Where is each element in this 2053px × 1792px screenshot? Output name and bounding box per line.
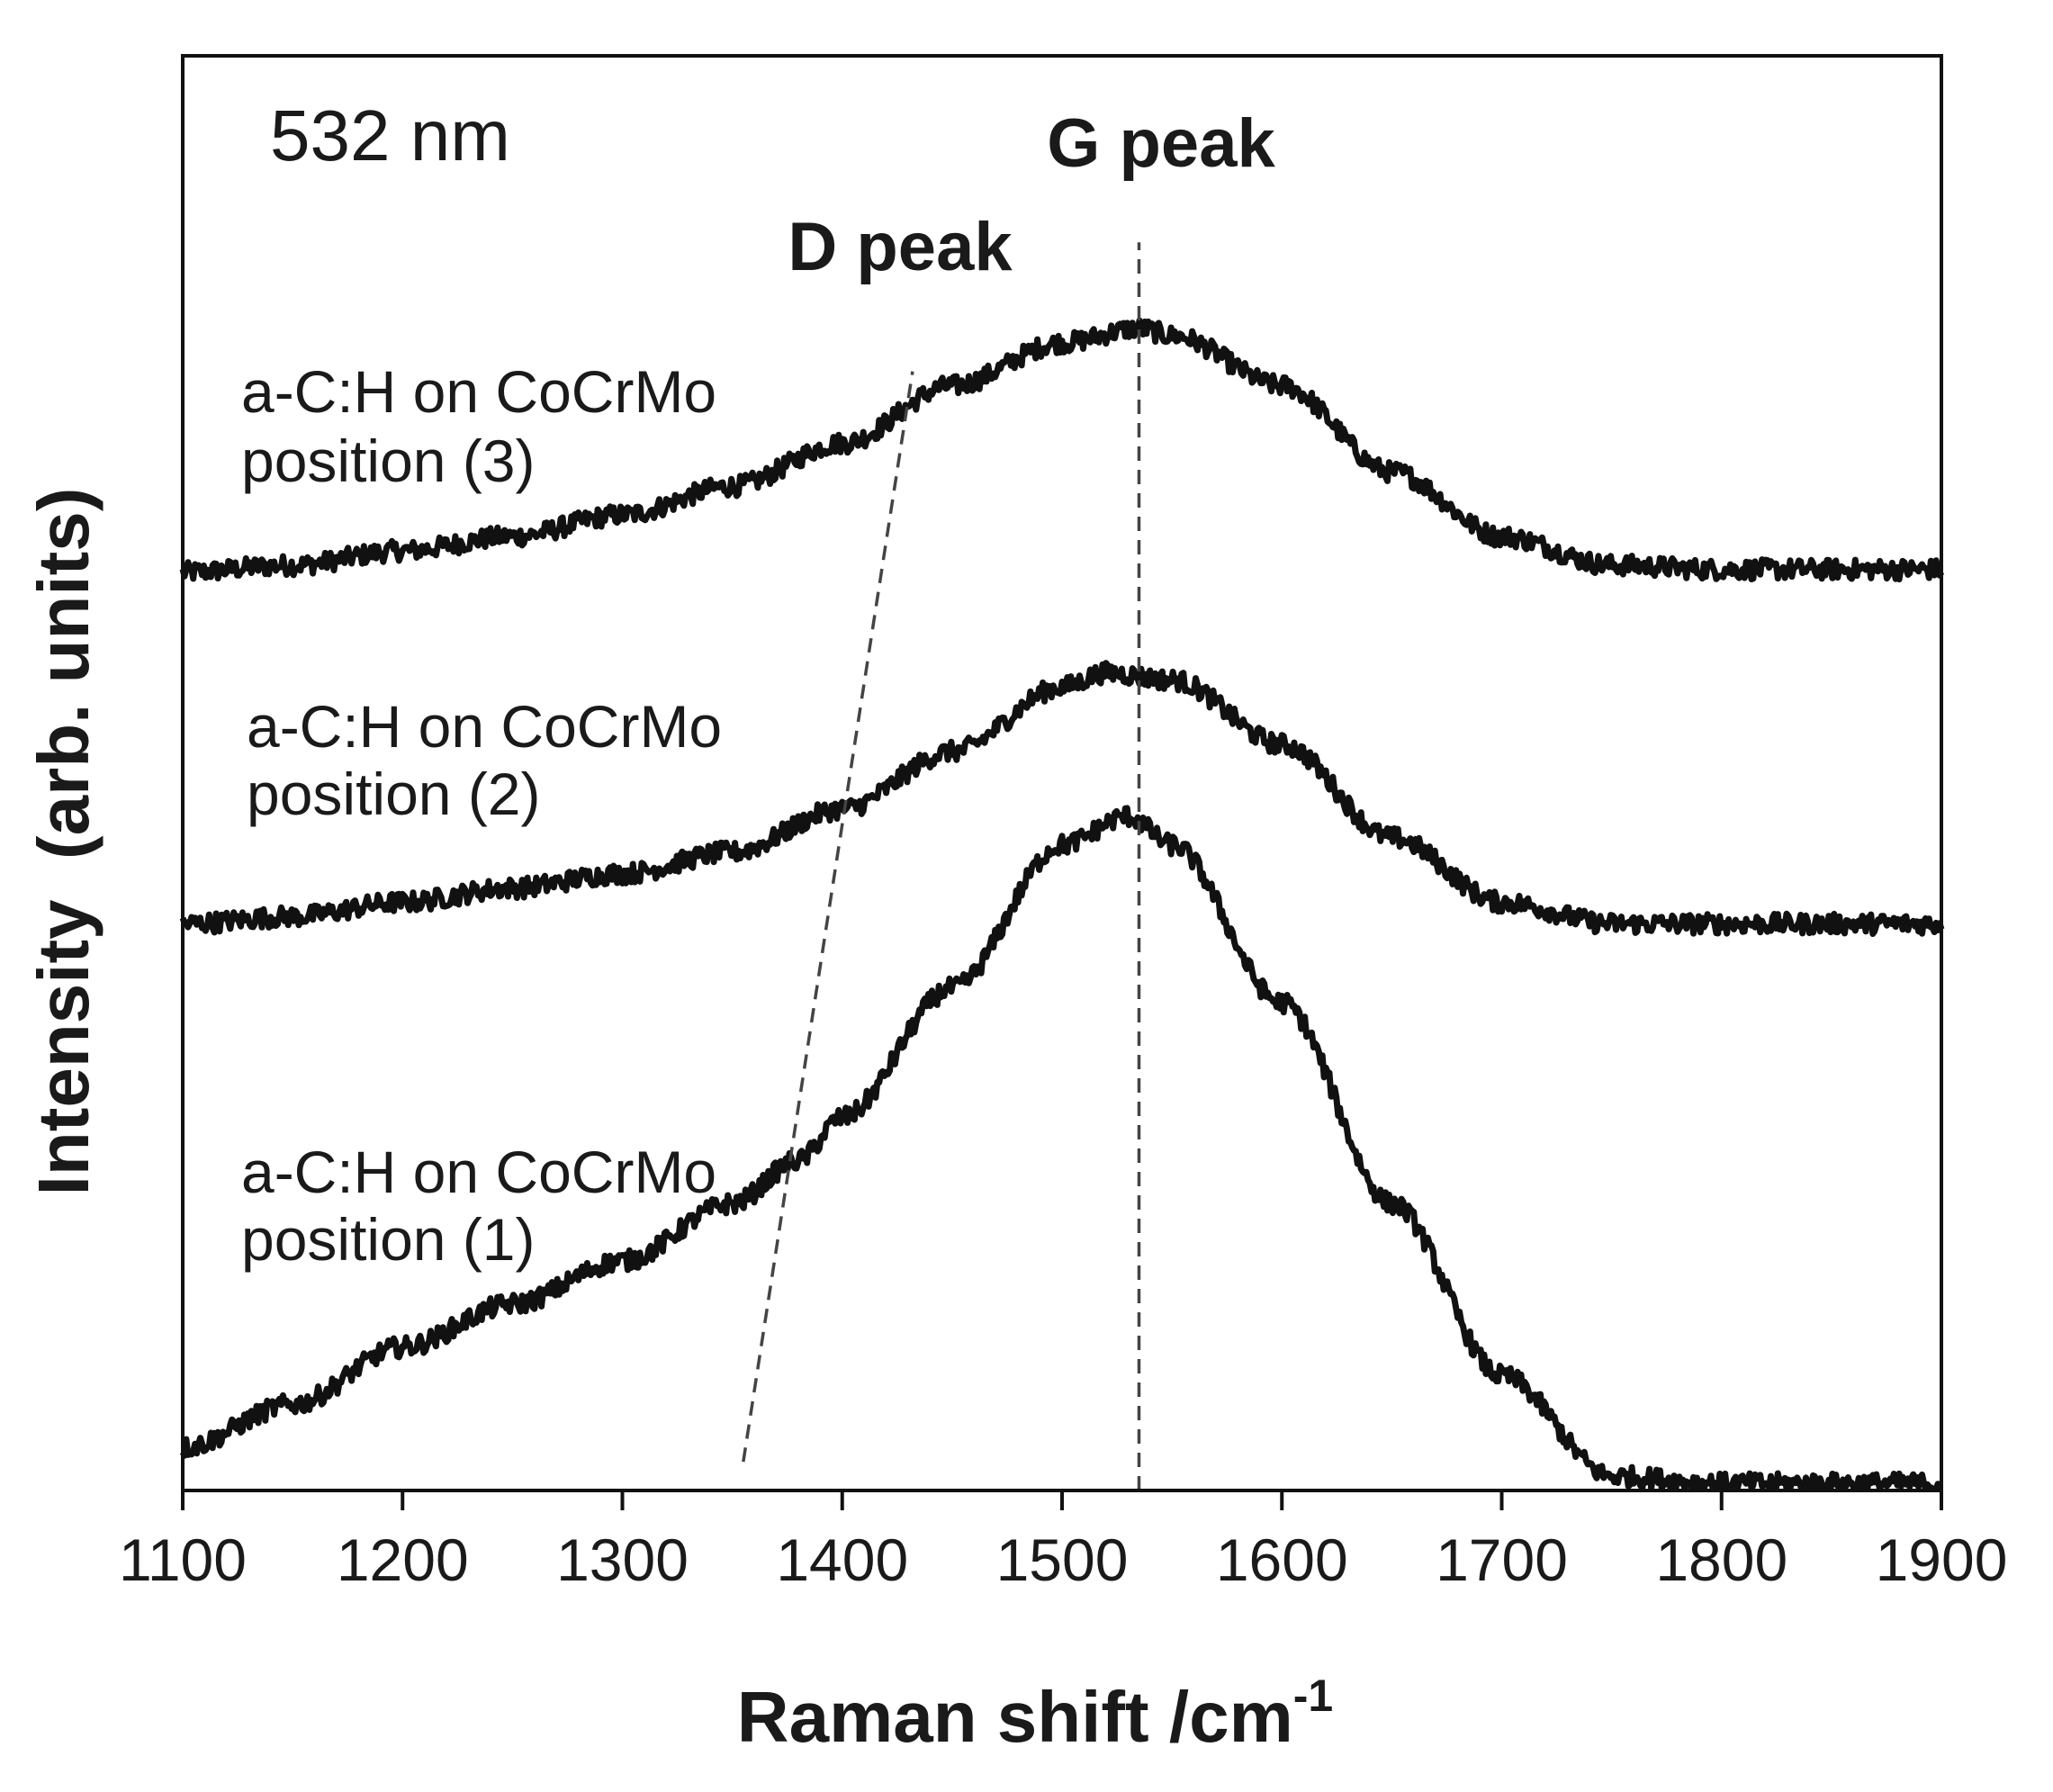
x-tick-label-1900: 1900 bbox=[1876, 1526, 2008, 1593]
x-tick-label-1200: 1200 bbox=[337, 1526, 469, 1593]
reference-lines bbox=[742, 242, 1141, 1490]
series-3-label-line1: a-C:H on CoCrMo bbox=[241, 358, 716, 425]
series-2-label-line1: a-C:H on CoCrMo bbox=[247, 693, 722, 760]
x-axis-title-superscript: -1 bbox=[1293, 1670, 1333, 1721]
x-tick-label-1500: 1500 bbox=[996, 1526, 1129, 1593]
x-tick-label-1300: 1300 bbox=[556, 1526, 689, 1593]
series-2-label-line2: position (2) bbox=[247, 761, 541, 827]
x-tick-label-1700: 1700 bbox=[1436, 1526, 1568, 1593]
x-axis-ticks: 1100 1200 1300 1400 1500 1600 1700 1800 1900 bbox=[119, 1490, 2007, 1593]
series-line-1 bbox=[179, 805, 1943, 1492]
g-peak-label: G peak bbox=[1047, 105, 1275, 182]
series-line-2 bbox=[179, 660, 1945, 937]
series-1-label-line1: a-C:H on CoCrMo bbox=[241, 1139, 716, 1205]
d-peak-line bbox=[742, 371, 914, 1463]
wavelength-annotation: 532 nm bbox=[270, 95, 510, 176]
series-1-label-line2: position (1) bbox=[241, 1206, 536, 1273]
series-layer bbox=[179, 317, 1945, 1492]
x-tick-label-1800: 1800 bbox=[1655, 1526, 1787, 1593]
x-tick-label-1100: 1100 bbox=[119, 1526, 247, 1593]
x-axis-title: Raman shift /cm-1 bbox=[737, 1670, 1333, 1757]
y-axis-title: Intensity (arb. units) bbox=[23, 488, 104, 1196]
x-tick-label-1400: 1400 bbox=[776, 1526, 908, 1593]
x-tick-label-1600: 1600 bbox=[1216, 1526, 1348, 1593]
d-peak-label: D peak bbox=[788, 209, 1013, 285]
series-3-label-line2: position (3) bbox=[241, 428, 536, 494]
series-line-3 bbox=[179, 317, 1945, 583]
x-axis-title-main: Raman shift /cm bbox=[737, 1677, 1293, 1757]
